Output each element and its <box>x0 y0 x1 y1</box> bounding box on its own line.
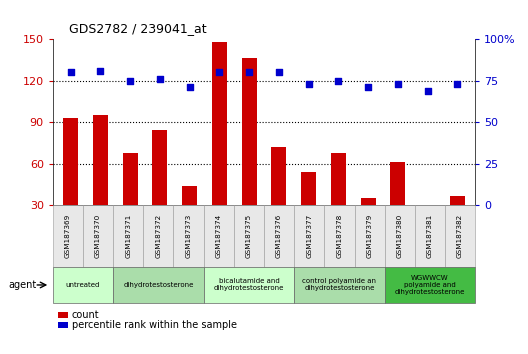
Text: GSM187377: GSM187377 <box>306 214 312 258</box>
Text: dihydrotestosterone: dihydrotestosterone <box>123 282 194 288</box>
Text: GSM187371: GSM187371 <box>125 214 131 258</box>
Text: GSM187372: GSM187372 <box>155 214 162 258</box>
Text: count: count <box>72 310 99 320</box>
Bar <box>153 131 167 205</box>
Text: GSM187376: GSM187376 <box>276 214 282 258</box>
Text: untreated: untreated <box>66 282 100 288</box>
Text: percentile rank within the sample: percentile rank within the sample <box>72 320 237 330</box>
Text: agent: agent <box>8 280 36 290</box>
Point <box>67 69 75 75</box>
Point <box>453 81 461 87</box>
Text: GSM187381: GSM187381 <box>427 214 433 258</box>
Text: GSM187380: GSM187380 <box>397 214 403 258</box>
Bar <box>450 196 465 205</box>
Bar <box>271 147 286 205</box>
Point <box>245 69 253 75</box>
Bar <box>301 172 316 205</box>
Point <box>215 69 223 75</box>
Text: bicalutamide and
dihydrotestosterone: bicalutamide and dihydrotestosterone <box>214 279 284 291</box>
Bar <box>390 162 406 205</box>
Bar <box>420 205 435 244</box>
Bar <box>63 118 78 205</box>
Bar <box>242 58 257 205</box>
Text: control polyamide an
dihydrotestosterone: control polyamide an dihydrotestosterone <box>303 279 376 291</box>
Point <box>156 76 164 82</box>
Text: GSM187374: GSM187374 <box>216 214 222 258</box>
Text: GSM187382: GSM187382 <box>457 214 463 258</box>
Bar <box>122 153 138 205</box>
Text: WGWWCW
polyamide and
dihydrotestosterone: WGWWCW polyamide and dihydrotestosterone <box>395 275 465 295</box>
Bar <box>361 198 375 205</box>
Point <box>394 81 402 87</box>
Text: GSM187378: GSM187378 <box>336 214 343 258</box>
Bar <box>93 115 108 205</box>
Point <box>423 88 432 93</box>
Point <box>364 84 372 90</box>
Point <box>185 84 194 90</box>
Text: GSM187375: GSM187375 <box>246 214 252 258</box>
Point <box>126 78 134 83</box>
Text: GDS2782 / 239041_at: GDS2782 / 239041_at <box>69 22 206 35</box>
Point <box>96 68 105 73</box>
Bar <box>182 186 197 205</box>
Bar <box>212 42 227 205</box>
Point <box>305 81 313 87</box>
Text: GSM187370: GSM187370 <box>95 214 101 258</box>
Text: GSM187379: GSM187379 <box>366 214 373 258</box>
Point <box>275 69 283 75</box>
Point <box>334 78 343 83</box>
Bar <box>331 153 346 205</box>
Text: GSM187369: GSM187369 <box>65 214 71 258</box>
Text: GSM187373: GSM187373 <box>185 214 192 258</box>
